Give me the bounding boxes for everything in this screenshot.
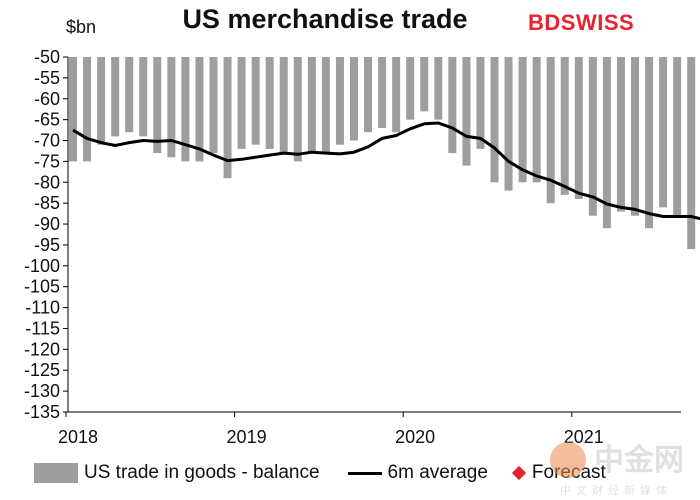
bar <box>364 57 373 133</box>
bar <box>97 57 106 145</box>
bar <box>321 57 330 154</box>
y-tick-label: -70 <box>34 131 60 151</box>
y-tick-label: -135 <box>24 402 60 422</box>
legend-bar-swatch <box>34 463 78 483</box>
average-line-series <box>72 121 700 221</box>
chart-title: US merchandise trade <box>182 4 468 34</box>
bar <box>335 57 344 145</box>
bar <box>293 57 302 162</box>
bar <box>251 57 260 145</box>
bar <box>532 57 541 183</box>
bar <box>673 57 682 216</box>
bar <box>588 57 597 216</box>
legend-line-swatch <box>347 471 382 475</box>
bar <box>392 57 401 133</box>
bar <box>462 57 471 166</box>
bar-series <box>69 57 696 250</box>
bar <box>209 57 218 154</box>
brand-logo-part1: BD <box>528 10 561 35</box>
bar <box>195 57 204 162</box>
x-axis: 20182019202020212022 <box>58 411 681 447</box>
y-tick-label: -110 <box>25 298 60 318</box>
y-tick-label: -90 <box>34 214 60 234</box>
y-tick-label: -50 <box>34 47 60 67</box>
bar <box>448 57 457 154</box>
y-tick-label: -125 <box>24 360 60 380</box>
bar <box>645 57 654 229</box>
bar <box>560 57 569 195</box>
bar <box>546 57 555 204</box>
x-tick-label: 2020 <box>395 427 435 447</box>
bar <box>420 57 429 112</box>
trade-chart: -50-55-60-65-70-75-80-85-90-95-100-105-1… <box>24 47 700 447</box>
y-tick-label: -115 <box>25 318 60 338</box>
bar <box>518 57 527 183</box>
legend-bars-label: US trade in goods - balance <box>84 462 320 483</box>
bar <box>181 57 190 162</box>
bar <box>504 57 513 191</box>
y-tick-label: -100 <box>24 256 60 276</box>
bar <box>83 57 92 162</box>
bar <box>111 57 120 137</box>
watermark-coin-icon <box>550 442 586 478</box>
bar <box>153 57 162 154</box>
bar <box>406 57 415 120</box>
y-tick-label: -75 <box>34 151 60 171</box>
bar <box>434 57 443 120</box>
y-tick-label: -120 <box>24 339 60 359</box>
x-tick-label: 2019 <box>227 427 267 447</box>
watermark-logo: 中金网 中文财经新媒体 <box>550 442 684 497</box>
y-tick-label: -65 <box>34 110 60 130</box>
bar <box>659 57 668 208</box>
average-line <box>72 121 700 221</box>
bar <box>350 57 358 141</box>
y-tick-label: -55 <box>34 68 60 88</box>
bar <box>237 57 246 149</box>
bar <box>687 57 696 250</box>
bar <box>307 57 316 154</box>
brand-logo-part2: SWISS <box>560 10 635 35</box>
bar <box>616 57 625 212</box>
bar <box>476 57 485 149</box>
x-tick-label: 2018 <box>58 427 98 447</box>
bar <box>279 57 288 154</box>
bar <box>265 57 274 149</box>
brand-logo: BDSWISS <box>528 10 634 36</box>
y-tick-label: -85 <box>34 193 60 213</box>
legend-line-label: 6m average <box>387 462 488 483</box>
y-tick-label: -80 <box>34 172 60 192</box>
y-axis-unit: $bn <box>66 17 97 37</box>
y-tick-label: -105 <box>24 277 60 297</box>
x-tick-label: 2021 <box>564 427 604 447</box>
bar <box>602 57 611 229</box>
bar <box>167 57 176 158</box>
bar <box>490 57 499 183</box>
legend: US trade in goods - balance 6m average F… <box>34 461 606 485</box>
bar <box>574 57 583 199</box>
bar <box>631 57 639 216</box>
y-tick-label: -130 <box>24 381 60 401</box>
bar <box>139 57 148 137</box>
y-tick-label: -60 <box>34 89 60 109</box>
y-tick-label: -95 <box>34 235 60 255</box>
bar <box>223 57 232 179</box>
y-axis: -50-55-60-65-70-75-80-85-90-95-100-105-1… <box>24 47 69 422</box>
legend-forecast-swatch <box>511 465 526 481</box>
watermark-subtext: 中文财经新媒体 <box>560 483 672 497</box>
bar <box>125 57 134 133</box>
bar <box>378 57 387 128</box>
watermark-text: 中金网 <box>594 443 684 477</box>
bar <box>69 57 77 162</box>
